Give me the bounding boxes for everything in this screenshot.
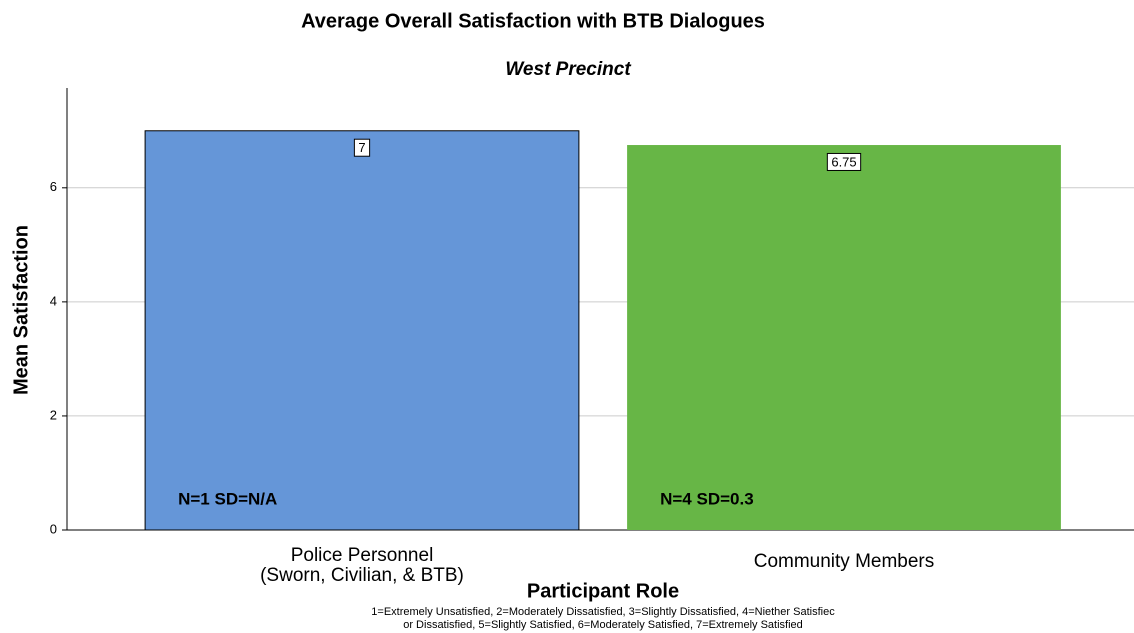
x-tick-label: Police Personnel (Sworn, Civilian, & BTB… bbox=[260, 545, 464, 586]
bar bbox=[627, 145, 1061, 530]
y-axis-label: Mean Satisfaction bbox=[10, 225, 32, 395]
value-label: 7 bbox=[358, 140, 365, 155]
y-tick-label: 4 bbox=[50, 293, 57, 308]
value-label-box bbox=[826, 152, 862, 171]
chart-title: Average Overall Satisfaction with BTB Di… bbox=[301, 10, 765, 32]
chart-subtitle: West Precinct bbox=[505, 59, 631, 80]
value-label: 6.75 bbox=[831, 154, 856, 169]
x-axis-label: Participant Role bbox=[527, 580, 679, 602]
value-label-box bbox=[353, 138, 371, 157]
y-tick-label: 6 bbox=[50, 179, 57, 194]
note: or Dissatisfied, 5=Slightly Satisfied, 6… bbox=[403, 619, 803, 631]
bar bbox=[144, 130, 580, 531]
x-tick-label: Community Members bbox=[753, 551, 935, 572]
y-tick-label: 2 bbox=[50, 407, 57, 422]
annotation: N=4 SD=0.3 bbox=[660, 489, 754, 508]
note: 1=Extremely Unsatisfied, 2=Moderately Di… bbox=[371, 606, 835, 618]
annotation: N=1 SD=N/A bbox=[178, 489, 277, 508]
y-tick-label: 0 bbox=[50, 521, 57, 536]
